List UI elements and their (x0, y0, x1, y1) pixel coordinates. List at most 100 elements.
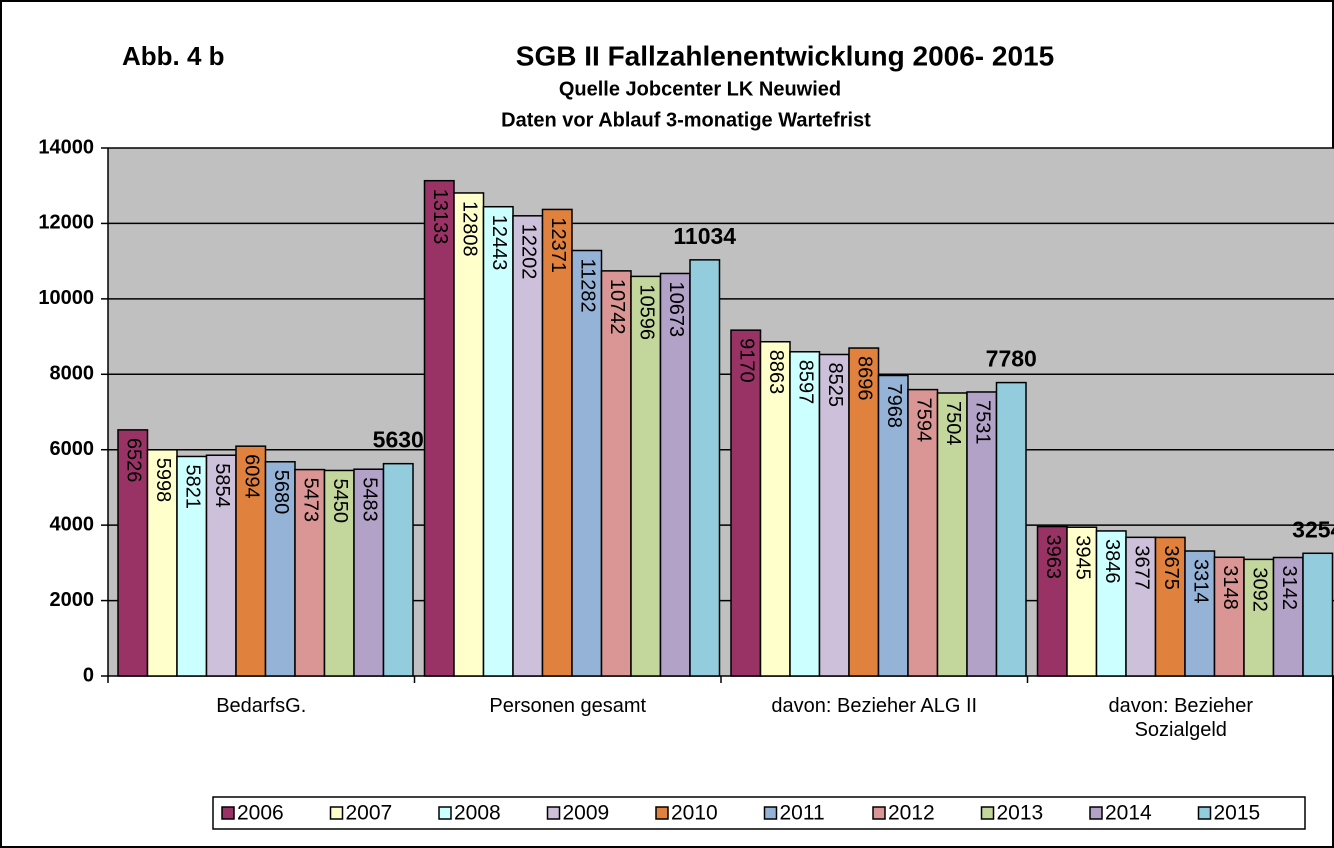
chart-title: SGB II Fallzahlenentwicklung 2006- 2015 (516, 40, 1054, 71)
legend-swatch (546, 806, 561, 820)
bar (1125, 536, 1157, 677)
value-label: 3677 (1130, 545, 1152, 590)
bar (907, 388, 939, 677)
value-label: 3254 (1292, 516, 1334, 542)
y-tick-label: 2000 (50, 589, 95, 611)
legend-label: 2015 (1214, 802, 1261, 825)
value-label: 3092 (1248, 567, 1270, 612)
value-label: 3148 (1219, 565, 1241, 610)
value-label: 3142 (1278, 566, 1300, 611)
bar (1095, 530, 1127, 677)
value-label: 13133 (429, 189, 451, 245)
x-tick-label: davon: Bezieher ALG II (771, 695, 978, 717)
value-label: 8696 (853, 356, 875, 401)
value-label: 7531 (971, 400, 993, 445)
legend-swatch (980, 806, 995, 820)
y-tick-label: 4000 (50, 513, 95, 535)
legend-label: 2014 (1105, 802, 1152, 825)
bar (235, 445, 267, 677)
bar (877, 374, 909, 677)
value-label: 5854 (211, 463, 233, 508)
bar (936, 392, 968, 677)
value-label: 10596 (635, 284, 657, 340)
bar (995, 381, 1027, 677)
bar (1154, 536, 1186, 677)
legend-label: 2007 (346, 802, 393, 825)
bar (818, 353, 850, 677)
bar (512, 215, 544, 677)
value-label: 8863 (765, 350, 787, 395)
legend-label: 2011 (780, 802, 825, 825)
legend-swatch (221, 806, 235, 820)
value-label: 6526 (122, 438, 144, 483)
value-label: 3314 (1189, 559, 1211, 604)
figure-label: Abb. 4 b (122, 41, 225, 71)
value-label: 3963 (1042, 535, 1064, 580)
bar (1036, 525, 1068, 677)
legend-label: 2006 (237, 802, 284, 825)
bar (848, 347, 880, 677)
legend-label: 2012 (888, 802, 935, 825)
legend-swatch (329, 806, 344, 820)
value-label: 12371 (547, 217, 569, 273)
bar (1243, 558, 1275, 677)
value-label: 11034 (673, 223, 736, 249)
y-tick-label: 8000 (50, 363, 95, 385)
subtitle: Quelle Jobcenter LK Neuwied (559, 78, 841, 100)
bar (571, 249, 603, 677)
bar (382, 462, 414, 677)
value-label: 5483 (358, 477, 380, 522)
value-label: 5630 (373, 427, 424, 453)
y-tick-label: 6000 (50, 438, 95, 460)
value-label: 3846 (1101, 539, 1123, 584)
bar (1272, 556, 1304, 677)
bar (1302, 552, 1334, 677)
x-tick-label: BedarfsG. (216, 695, 307, 717)
legend-label: 2013 (997, 802, 1044, 825)
bar (759, 340, 791, 677)
value-label: 8597 (794, 360, 816, 405)
value-label: 7780 (986, 346, 1037, 372)
value-label: 7594 (912, 398, 934, 443)
legend (212, 796, 1306, 830)
legend-label: 2008 (454, 802, 501, 825)
value-label: 12443 (488, 215, 510, 271)
bar (1184, 550, 1216, 677)
bar (630, 275, 662, 677)
value-label: 8525 (824, 362, 846, 407)
value-label: 5473 (299, 478, 321, 523)
value-label: 11282 (576, 259, 598, 313)
bar (146, 449, 178, 677)
value-label: 5680 (270, 470, 292, 514)
bar (1066, 526, 1098, 677)
value-label: 3675 (1160, 545, 1182, 590)
y-tick-label: 14000 (38, 136, 94, 158)
legend-swatch (872, 806, 886, 820)
bar (205, 454, 237, 677)
x-tick-label: Personen gesamt (489, 695, 647, 717)
bar (689, 259, 721, 677)
bar (966, 391, 998, 677)
legend-swatch (655, 806, 669, 820)
y-tick-label: 10000 (38, 287, 94, 309)
y-tick-label: 0 (83, 664, 94, 686)
value-label: 5450 (329, 478, 351, 523)
value-label: 10742 (606, 279, 628, 335)
value-label: 5998 (152, 458, 174, 503)
value-label: 12202 (517, 224, 539, 280)
bar (482, 205, 514, 677)
legend-swatch (1089, 806, 1103, 820)
bar (176, 455, 208, 677)
value-label: 5821 (181, 464, 203, 509)
value-label: 3945 (1071, 535, 1093, 580)
bar (353, 468, 385, 677)
value-label: 10673 (665, 281, 687, 337)
bar (423, 179, 455, 677)
value-label: 7968 (883, 383, 905, 428)
value-label: 6094 (240, 454, 262, 499)
bar (453, 192, 485, 677)
subtitle: Daten vor Ablauf 3-monatige Wartefrist (501, 109, 871, 131)
bar (600, 270, 632, 677)
